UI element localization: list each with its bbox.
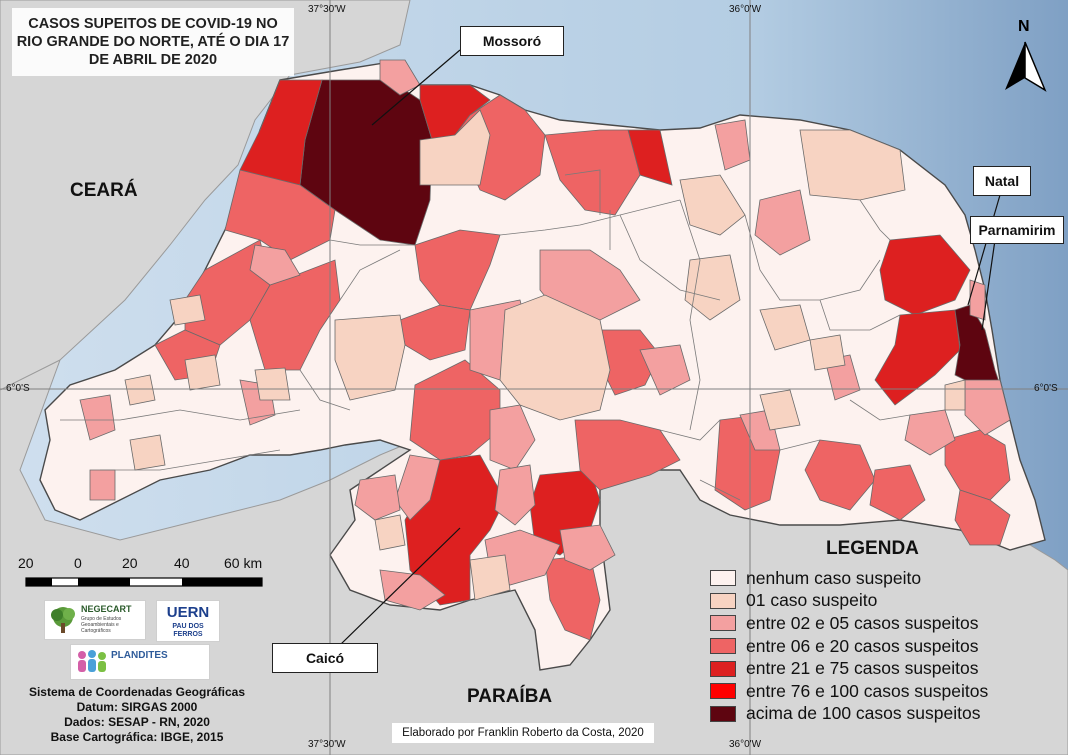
scale-label-3: 20 (122, 555, 138, 571)
scale-label-4: 40 (174, 555, 190, 571)
callout-caico: Caicó (272, 643, 378, 673)
scale-label-1: 20 (18, 555, 34, 571)
legend-label: entre 02 e 05 casos suspeitos (746, 612, 979, 633)
scale-labels: 20 0 20 40 60 km (18, 555, 278, 573)
scale-label-5: 60 km (224, 555, 263, 571)
region-label-paraiba: PARAÍBA (467, 686, 553, 707)
coord-top-left: 37°30'W (308, 4, 346, 15)
legend-swatch (710, 705, 736, 722)
legend-title: LEGENDA (826, 538, 919, 559)
people-logo-icon (78, 650, 106, 672)
legend-swatch (710, 592, 736, 609)
credits-line-1: Sistema de Coordenadas Geográficas (28, 685, 246, 699)
scale-bar (25, 577, 263, 587)
coord-top-right: 36°0'W (729, 4, 762, 15)
legend-item-6-20: entre 06 e 20 casos suspeitos (710, 635, 1050, 658)
plandites-name: PLANDITES (111, 650, 168, 661)
negecart-subtitle: Grupo de Estudos Geoambientais e Cartogr… (81, 616, 122, 634)
legend-item-2-5: entre 02 e 05 casos suspeitos (710, 612, 1050, 635)
north-arrow-icon (1005, 41, 1047, 92)
legend-label: entre 06 e 20 casos suspeitos (746, 635, 979, 656)
credits-line-2: Datum: SIRGAS 2000 (76, 700, 198, 714)
legend-label: entre 21 e 75 casos suspeitos (746, 658, 979, 679)
legend-label: 01 caso suspeito (746, 590, 878, 611)
north-label: N (1018, 18, 1030, 35)
coord-bottom-right: 36°0'W (729, 739, 762, 750)
callout-parnamirim: Parnamirim (970, 216, 1064, 244)
callout-mossoro: Mossoró (460, 26, 564, 56)
legend-item-none: nenhum caso suspeito (710, 567, 1050, 590)
tree-logo-icon (48, 603, 78, 637)
uern-logo: UERN PAU DOS FERROS (156, 600, 220, 642)
legend-swatch (710, 660, 736, 677)
legend-swatch (710, 683, 736, 700)
coord-right: 6°0'S (1034, 383, 1058, 394)
uern-subtitle: PAU DOS FERROS (172, 623, 204, 638)
legend-swatch (710, 570, 736, 587)
coord-bottom-left: 37°30'W (308, 739, 346, 750)
map-title: CASOS SUPEITOS DE COVID-19 NO RIO GRANDE… (12, 8, 294, 76)
plandites-logo: PLANDITES (70, 644, 210, 680)
coord-left: 6°0'S (6, 383, 30, 394)
credits: Sistema de Coordenadas Geográficas Datum… (12, 685, 262, 745)
municipality-boundaries (60, 169, 911, 501)
legend: nenhum caso suspeito 01 caso suspeito en… (710, 567, 1050, 725)
legend-label: entre 76 e 100 casos suspeitos (746, 680, 989, 701)
legend-label: acima de 100 casos suspeitos (746, 703, 981, 724)
negecart-logo: NEGECART Grupo de Estudos Geoambientais … (44, 600, 146, 640)
legend-swatch (710, 638, 736, 655)
legend-item-over-100: acima de 100 casos suspeitos (710, 703, 1050, 726)
municipality-layer (79, 59, 1011, 641)
legend-item-21-75: entre 21 e 75 casos suspeitos (710, 657, 1050, 680)
scale-label-2: 0 (74, 555, 82, 571)
legend-item-76-100: entre 76 e 100 casos suspeitos (710, 680, 1050, 703)
callout-natal: Natal (973, 166, 1031, 196)
callout-leaders (339, 49, 1001, 646)
author-credit: Elaborado por Franklin Roberto da Costa,… (392, 723, 654, 743)
credits-line-3: Dados: SESAP - RN, 2020 (64, 715, 210, 729)
legend-label: nenhum caso suspeito (746, 567, 922, 588)
negecart-name: NEGECART (81, 604, 132, 614)
legend-item-one: 01 caso suspeito (710, 590, 1050, 613)
legend-swatch (710, 615, 736, 632)
uern-name: UERN (166, 604, 210, 621)
credits-line-4: Base Cartográfica: IBGE, 2015 (50, 730, 224, 744)
region-label-ceara: CEARÁ (70, 180, 138, 201)
